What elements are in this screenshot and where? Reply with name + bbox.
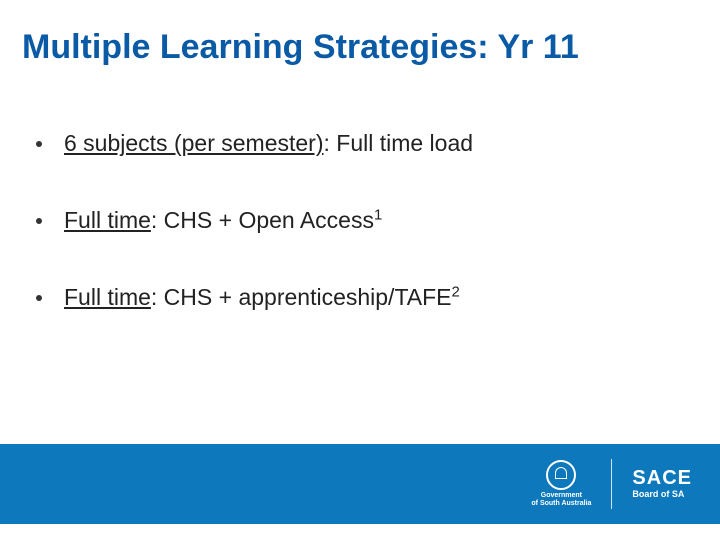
- bullet-dot-icon: [36, 218, 42, 224]
- bullet-rest: : Full time load: [323, 130, 473, 156]
- gov-logo: Government of South Australia: [531, 460, 591, 507]
- bullet-text: 6 subjects (per semester): Full time loa…: [64, 130, 473, 157]
- footer-divider: [611, 459, 612, 509]
- bullet-rest: : CHS + Open Access: [151, 207, 374, 233]
- gov-line1: Government: [531, 492, 591, 500]
- sace-logo: SACE Board of SA: [632, 468, 692, 500]
- sace-main-text: SACE: [632, 468, 692, 488]
- bullet-sup: 1: [374, 206, 382, 223]
- crest-icon: [546, 460, 576, 490]
- bullet-list: 6 subjects (per semester): Full time loa…: [30, 130, 670, 361]
- bullet-underlined: 6 subjects (per semester): [64, 130, 323, 156]
- bullet-dot-icon: [36, 295, 42, 301]
- list-item: Full time: CHS + apprenticeship/TAFE2: [30, 284, 670, 311]
- bullet-underlined: Full time: [64, 284, 151, 310]
- gov-line2: of South Australia: [531, 500, 591, 508]
- bullet-text: Full time: CHS + apprenticeship/TAFE2: [64, 284, 460, 311]
- bullet-text: Full time: CHS + Open Access1: [64, 207, 382, 234]
- gov-text: Government of South Australia: [531, 492, 591, 507]
- slide-title: Multiple Learning Strategies: Yr 11: [22, 28, 579, 67]
- bullet-dot-icon: [36, 141, 42, 147]
- sace-sub-text: Board of SA: [632, 489, 692, 500]
- bullet-rest: : CHS + apprenticeship/TAFE: [151, 284, 452, 310]
- list-item: 6 subjects (per semester): Full time loa…: [30, 130, 670, 157]
- bullet-underlined: Full time: [64, 207, 151, 233]
- slide: Multiple Learning Strategies: Yr 11 6 su…: [0, 0, 720, 540]
- list-item: Full time: CHS + Open Access1: [30, 207, 670, 234]
- bullet-sup: 2: [452, 283, 460, 300]
- footer-bar: Government of South Australia SACE Board…: [0, 444, 720, 524]
